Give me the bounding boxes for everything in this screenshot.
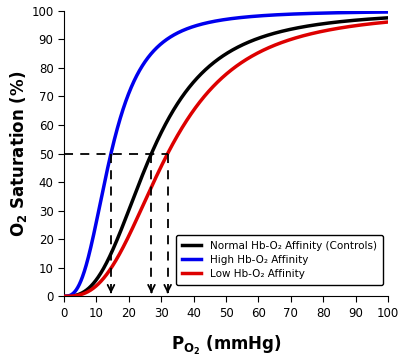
High Hb-O₂ Affinity xyxy=(376,10,381,14)
High Hb-O₂ Affinity xyxy=(78,280,83,284)
Low Hb-O₂ Affinity xyxy=(210,85,215,89)
Normal Hb-O₂ Affinity (Controls) xyxy=(317,22,322,26)
Low Hb-O₂ Affinity xyxy=(78,292,83,297)
Line: Normal Hb-O₂ Affinity (Controls): Normal Hb-O₂ Affinity (Controls) xyxy=(64,18,388,296)
Legend: Normal Hb-O₂ Affinity (Controls), High Hb-O₂ Affinity, Low Hb-O₂ Affinity: Normal Hb-O₂ Affinity (Controls), High H… xyxy=(176,235,383,285)
Text: $\mathbf{O_2}$ Saturation (%): $\mathbf{O_2}$ Saturation (%) xyxy=(8,70,29,237)
High Hb-O₂ Affinity xyxy=(62,294,66,298)
High Hb-O₂ Affinity xyxy=(210,19,215,24)
Normal Hb-O₂ Affinity (Controls) xyxy=(78,291,83,296)
Low Hb-O₂ Affinity xyxy=(386,20,390,24)
Normal Hb-O₂ Affinity (Controls) xyxy=(219,55,224,59)
Normal Hb-O₂ Affinity (Controls) xyxy=(62,294,66,298)
High Hb-O₂ Affinity xyxy=(386,10,390,14)
Low Hb-O₂ Affinity xyxy=(317,30,322,34)
Low Hb-O₂ Affinity xyxy=(376,21,381,25)
Normal Hb-O₂ Affinity (Controls) xyxy=(376,16,381,21)
Text: $\mathbf{P}_{\mathbf{O_2}}$ $\mathbf{(mmHg)}$: $\mathbf{P}_{\mathbf{O_2}}$ $\mathbf{(mm… xyxy=(170,333,282,357)
Low Hb-O₂ Affinity xyxy=(62,294,66,298)
Normal Hb-O₂ Affinity (Controls) xyxy=(210,61,215,65)
High Hb-O₂ Affinity xyxy=(219,18,224,22)
High Hb-O₂ Affinity xyxy=(317,11,322,15)
Low Hb-O₂ Affinity xyxy=(219,76,224,80)
Line: Low Hb-O₂ Affinity: Low Hb-O₂ Affinity xyxy=(64,22,388,296)
High Hb-O₂ Affinity xyxy=(376,10,381,14)
Line: High Hb-O₂ Affinity: High Hb-O₂ Affinity xyxy=(64,12,388,296)
Normal Hb-O₂ Affinity (Controls) xyxy=(376,16,381,21)
Normal Hb-O₂ Affinity (Controls) xyxy=(386,16,390,20)
Low Hb-O₂ Affinity xyxy=(376,21,381,25)
